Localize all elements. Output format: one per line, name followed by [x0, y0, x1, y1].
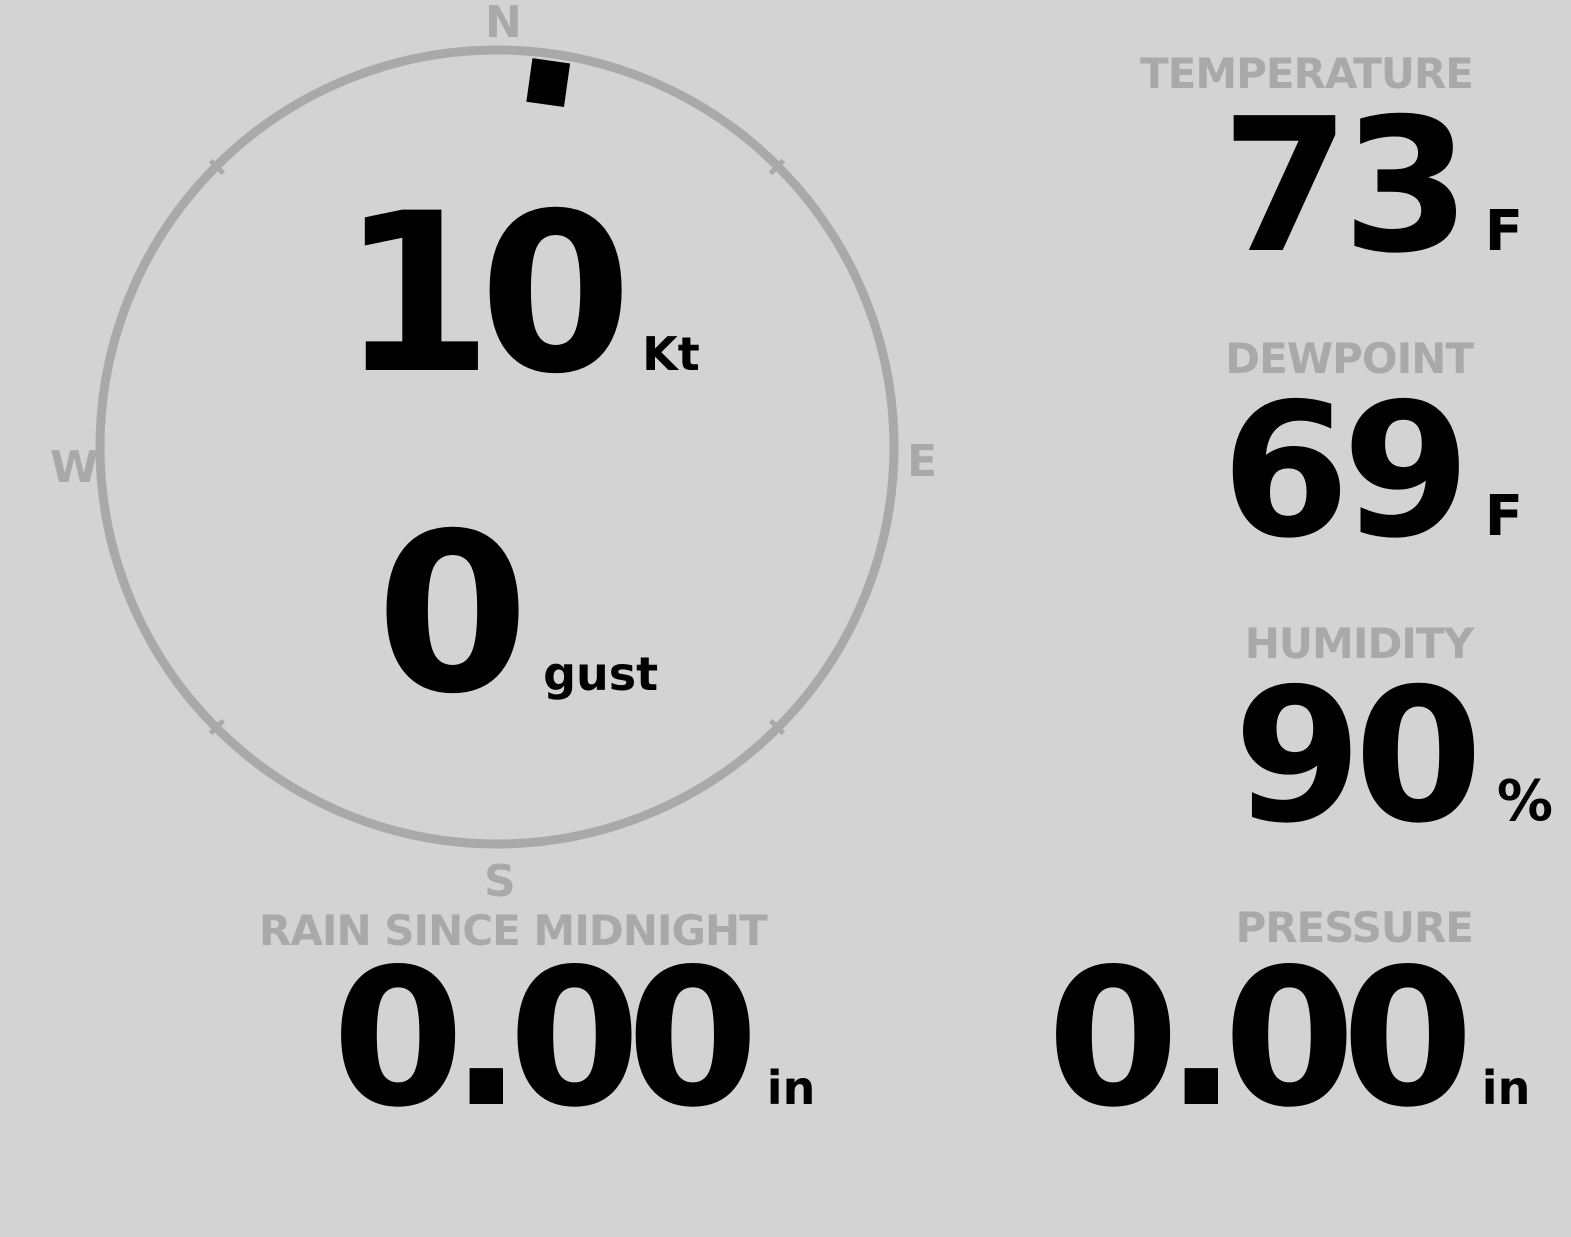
temperature-value: 73	[1221, 78, 1470, 294]
dewpoint: 69 F	[1221, 363, 1523, 579]
compass-ring	[95, 45, 899, 849]
wind-speed: 10 Kt	[340, 166, 700, 422]
compass-e: E	[907, 436, 938, 487]
dewpoint-value: 69	[1221, 363, 1470, 579]
compass-tick	[208, 718, 226, 736]
wind-speed-value: 10	[340, 166, 632, 422]
temperature: 73 F	[1221, 78, 1523, 294]
humidity: 90 %	[1233, 648, 1553, 864]
pressure-label: PRESSURE	[1235, 903, 1474, 952]
compass-tick	[768, 718, 786, 736]
wind-gust-unit: gust	[543, 647, 659, 701]
rain-label: RAIN SINCE MIDNIGHT	[259, 906, 768, 955]
rain-value: 0.00	[332, 928, 759, 1149]
compass-w: W	[50, 442, 99, 493]
rain-unit: in	[766, 1061, 816, 1115]
wind-gust: 0 gust	[376, 486, 659, 742]
pressure-unit: in	[1481, 1061, 1531, 1115]
compass-tick	[208, 158, 226, 176]
pressure: 0.00 in	[1047, 928, 1531, 1149]
dewpoint-unit: F	[1484, 484, 1523, 549]
humidity-unit: %	[1496, 769, 1553, 834]
wind-direction-marker	[526, 58, 571, 108]
compass-s: S	[484, 856, 516, 907]
dewpoint-label: DEWPOINT	[1225, 334, 1474, 383]
temperature-unit: F	[1484, 199, 1523, 264]
humidity-value: 90	[1233, 648, 1482, 864]
wind-speed-unit: Kt	[642, 327, 700, 381]
pressure-value: 0.00	[1047, 928, 1474, 1149]
compass-tick	[768, 158, 786, 176]
temperature-label: TEMPERATURE	[1140, 49, 1474, 98]
wind-gust-value: 0	[376, 486, 530, 742]
rain: 0.00 in	[332, 928, 816, 1149]
compass-n: N	[485, 0, 522, 48]
humidity-label: HUMIDITY	[1244, 619, 1474, 668]
